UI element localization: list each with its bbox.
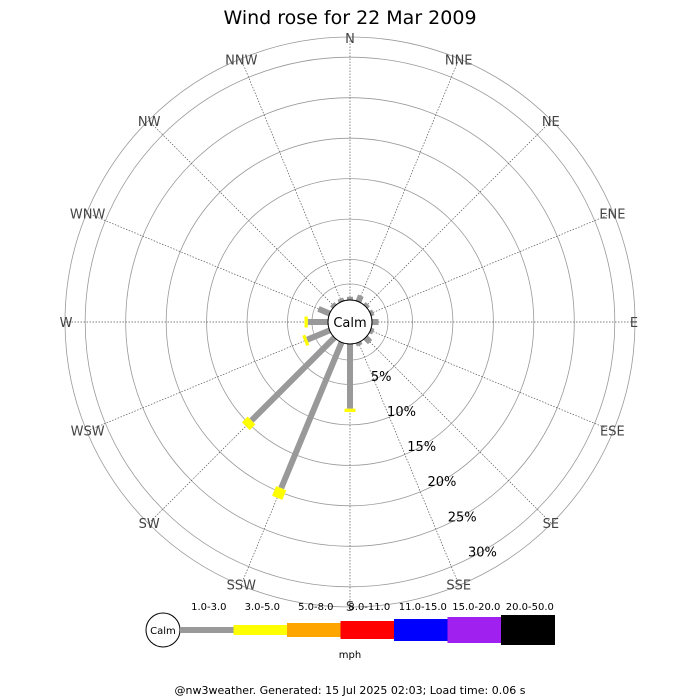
speed-legend: Calm 1.0-3.0 3.0-5.0 5.0-8.0 8.0-11.0 11.0-15…: [145, 602, 555, 661]
bar-sw-bin1: [241, 416, 256, 431]
bar-wsw-bin1: [302, 334, 310, 346]
spoke-nne: [358, 58, 460, 302]
bar-sse-bin0: [355, 341, 363, 347]
direction-label-n: N: [345, 32, 355, 47]
spoke-wsw: [86, 330, 330, 432]
percent-label-10: 10%: [387, 405, 416, 420]
direction-spokes: [65, 37, 635, 607]
spoke-wnw: [86, 212, 330, 314]
bar-ssw-bin1: [272, 486, 287, 500]
legend-label-bin4: 11.0-15.0: [399, 602, 447, 613]
legend-swatch-bin2: [287, 623, 341, 637]
spoke-ne: [365, 120, 552, 307]
legend-label-bin2: 5.0-8.0: [298, 602, 333, 613]
direction-label-sse: SSE: [446, 578, 471, 593]
wind-bars: [241, 294, 379, 500]
bar-sw-bin0: [249, 335, 337, 423]
footer-text: @nw3weather. Generated: 15 Jul 2025 02:0…: [175, 684, 526, 697]
spoke-nnw: [240, 58, 342, 302]
legend-label-bin5: 15.0-20.0: [452, 602, 500, 613]
bar-ene-bin0: [369, 309, 375, 317]
bar-nnw-bin0: [337, 297, 345, 303]
direction-label-wnw: WNW: [70, 207, 106, 222]
direction-label-nne: NNE: [445, 54, 473, 69]
direction-label-ese: ESE: [600, 425, 625, 440]
legend-label-bin0: 1.0-3.0: [191, 602, 226, 613]
direction-label-sw: SW: [139, 517, 160, 532]
calm-circle: Calm: [327, 299, 373, 345]
spoke-ene: [370, 212, 614, 314]
direction-label-ne: NE: [542, 115, 560, 130]
spoke-nw: [148, 120, 335, 307]
direction-label-ene: ENE: [599, 207, 625, 222]
legend-swatch-bin0: [180, 627, 234, 633]
bar-ne-bin0: [363, 302, 370, 309]
percent-label-5: 5%: [371, 370, 392, 385]
legend-swatch-bin1: [233, 625, 288, 635]
grid-ring-outer: [64, 36, 636, 608]
spoke-sse: [358, 342, 460, 586]
bar-ssw-bin0: [278, 341, 345, 490]
legend-unit: mph: [339, 650, 361, 661]
direction-labels: N NNE NE ENE E ESE SE SSE S SSW SW WSW W WNW NW NNW: [60, 32, 639, 615]
legend-swatch-bin3: [340, 621, 395, 639]
grid-ring-4: [165, 137, 535, 507]
legend-swatch-bin6: [501, 615, 555, 645]
direction-label-w: W: [60, 316, 73, 331]
spoke-ssw: [240, 342, 342, 586]
percent-label-15: 15%: [407, 440, 436, 455]
percent-labels: 5% 10% 15% 20% 25% 30%: [371, 370, 497, 560]
direction-label-wsw: WSW: [71, 425, 105, 440]
chart-title: Wind rose for 22 Mar 2009: [223, 7, 476, 29]
bar-ese-bin0: [369, 327, 375, 335]
percent-label-20: 20%: [427, 475, 456, 490]
legend-label-bin1: 3.0-5.0: [245, 602, 280, 613]
direction-label-nnw: NNW: [225, 54, 257, 69]
legend-label-bin3: 8.0-11.0: [348, 602, 390, 613]
percent-label-30: 30%: [468, 545, 497, 560]
legend-calm-label: Calm: [150, 626, 176, 637]
direction-label-e: E: [630, 316, 638, 331]
grid-ring-6: [84, 56, 616, 588]
direction-label-se: SE: [543, 517, 559, 532]
spoke-ese: [370, 330, 614, 432]
grid-ring-2: [246, 218, 454, 426]
direction-label-s: S: [346, 600, 354, 615]
bar-wnw-bin0: [317, 306, 331, 317]
percent-label-25: 25%: [448, 510, 477, 525]
legend-swatch-bin5: [447, 617, 502, 643]
calm-label: Calm: [333, 316, 366, 331]
spoke-se: [365, 337, 552, 524]
bar-se-bin0: [363, 335, 373, 345]
legend-label-bin6: 20.0-50.0: [506, 602, 554, 613]
bar-wsw-bin0: [306, 327, 331, 343]
spoke-sw: [148, 337, 335, 524]
direction-label-nw: NW: [138, 115, 161, 130]
direction-label-ssw: SSW: [227, 578, 257, 593]
calm-circle-shape: [327, 299, 373, 345]
bar-nne-bin0: [355, 294, 364, 303]
legend-swatch-bin4: [394, 619, 448, 641]
bar-nw-bin0: [330, 302, 337, 309]
